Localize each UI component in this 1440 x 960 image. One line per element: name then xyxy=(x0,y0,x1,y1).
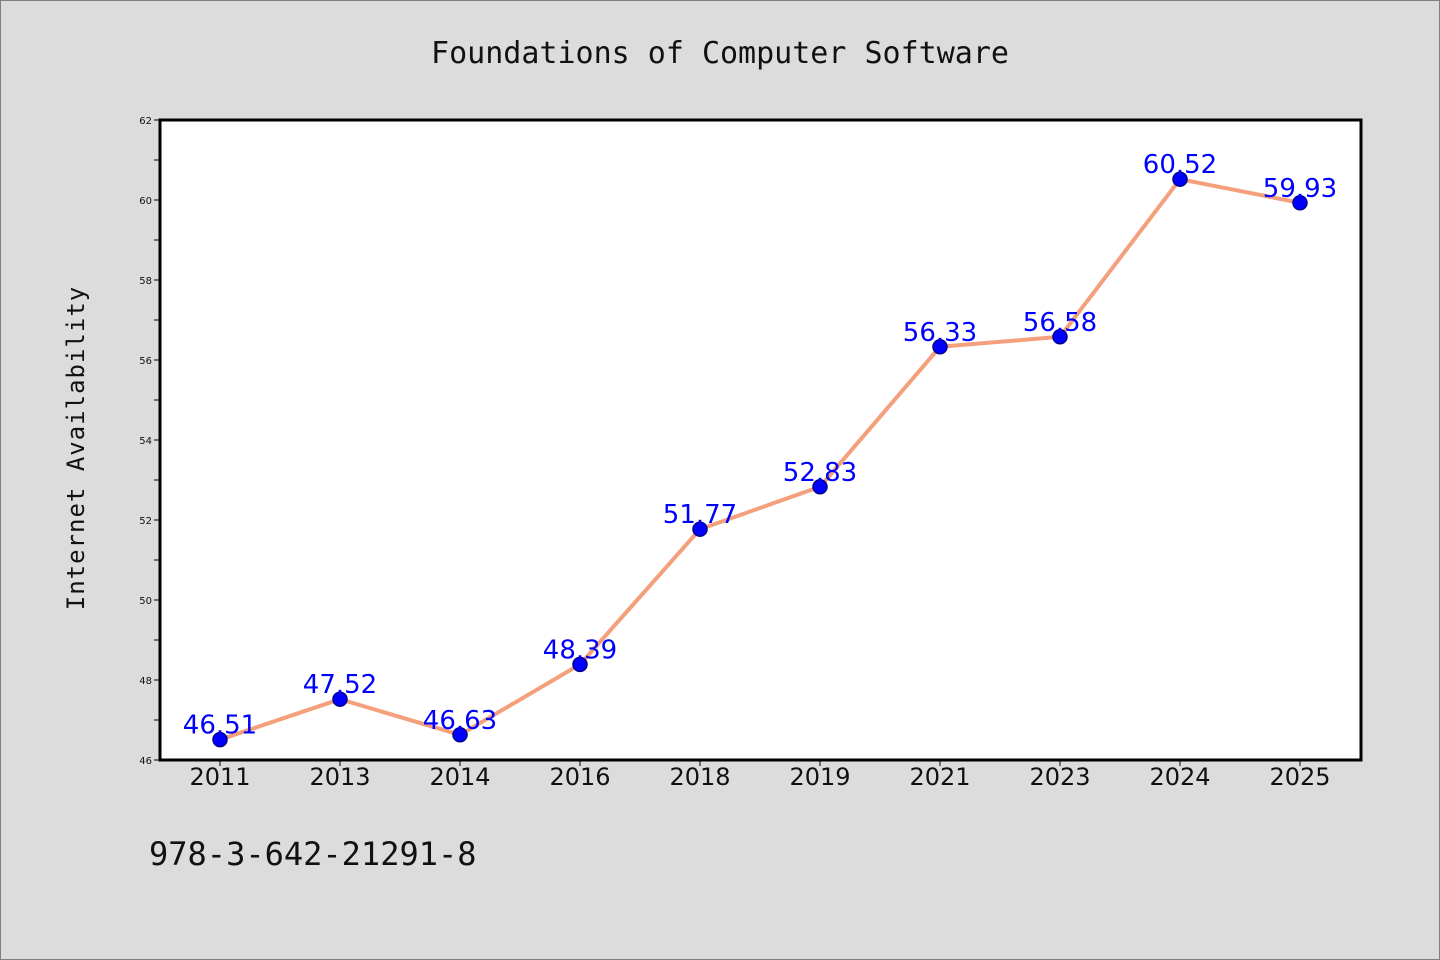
x-tick-label: 2011 xyxy=(189,763,250,791)
x-tick-label: 2024 xyxy=(1149,763,1210,791)
data-point xyxy=(332,691,348,707)
y-tick-label: 50 xyxy=(139,596,152,607)
data-label: 47.52 xyxy=(303,670,377,700)
x-tick-label: 2021 xyxy=(909,763,970,791)
data-point xyxy=(1172,171,1188,187)
x-tick-label: 2013 xyxy=(309,763,370,791)
x-tick-label: 2025 xyxy=(1269,763,1330,791)
data-point xyxy=(1292,195,1308,211)
y-axis-label: Internet Availability xyxy=(62,286,90,610)
data-point xyxy=(932,339,948,355)
data-point xyxy=(212,731,228,748)
x-axis: 2011 2013 2014 2016 2018 2019 2021 2023 2024 2025 xyxy=(189,760,1331,791)
data-label: 52.83 xyxy=(783,458,857,488)
series-layer xyxy=(212,171,1308,748)
plot-area xyxy=(158,118,1363,762)
y-tick-label: 60 xyxy=(139,196,152,207)
x-tick-label: 2023 xyxy=(1029,763,1090,791)
y-tick-label: 46 xyxy=(139,756,152,767)
data-label: 48.39 xyxy=(543,635,617,665)
y-tick-label: 52 xyxy=(139,516,152,527)
data-point xyxy=(1052,329,1068,345)
y-tick-label: 58 xyxy=(139,276,152,287)
data-point xyxy=(572,656,588,673)
y-tick-label: 56 xyxy=(139,356,152,367)
y-axis: 46 48 50 52 54 56 58 60 62 xyxy=(139,116,160,767)
data-labels: 46.51 47.52 46.63 48.39 51.77 52.83 56.33 56.58… xyxy=(183,150,1337,740)
x-tick-label: 2016 xyxy=(549,763,610,791)
data-label: 60.52 xyxy=(1143,150,1217,180)
data-label: 46.51 xyxy=(183,711,257,741)
x-tick-label: 2019 xyxy=(789,763,850,791)
series-line xyxy=(219,177,1301,742)
chart-title: Foundations of Computer Software xyxy=(431,36,1009,71)
data-label: 51.77 xyxy=(663,500,737,530)
data-label: 56.33 xyxy=(903,318,977,348)
data-point xyxy=(812,479,828,495)
data-point xyxy=(692,521,708,537)
data-point xyxy=(452,727,468,743)
y-tick-label: 62 xyxy=(139,116,152,127)
y-tick-label: 48 xyxy=(139,676,152,687)
data-label: 56.58 xyxy=(1023,308,1097,338)
isbn-annotation: 978-3-642-21291-8 xyxy=(149,835,477,873)
y-tick-label: 54 xyxy=(139,436,152,447)
data-label: 59.93 xyxy=(1263,174,1337,204)
x-tick-label: 2014 xyxy=(429,763,490,791)
data-label: 46.63 xyxy=(423,706,497,736)
x-tick-label: 2018 xyxy=(669,763,730,791)
